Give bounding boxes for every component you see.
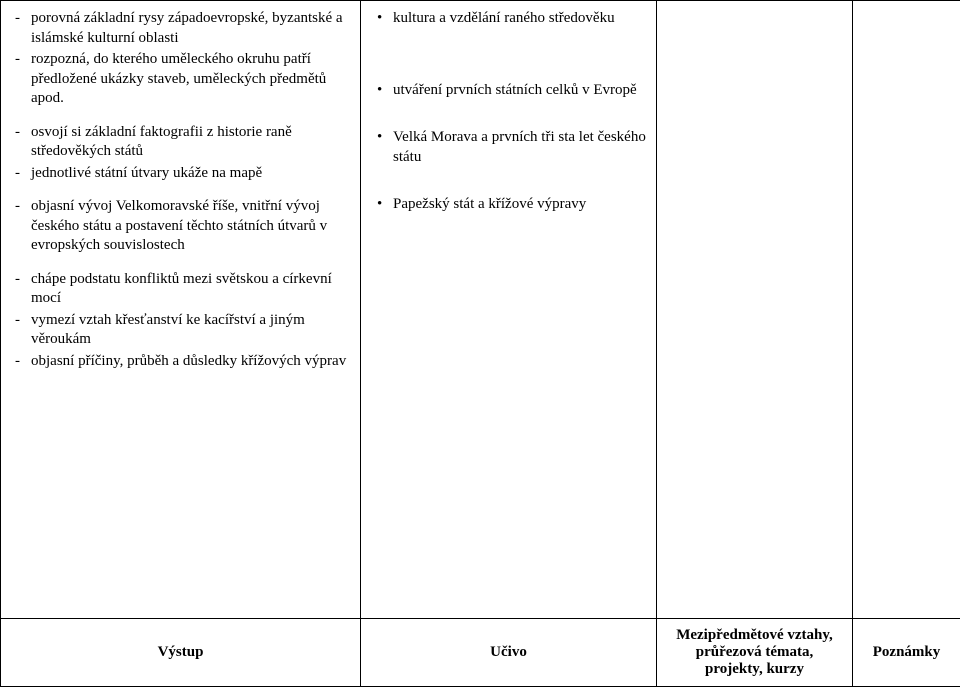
topic-block-1: kultura a vzdělání raného středověku [371, 9, 646, 29]
topic-item: kultura a vzdělání raného středověku [371, 9, 646, 29]
curriculum-table: porovná základní rysy západoevropské, by… [0, 0, 960, 687]
crosslinks-cell [657, 1, 853, 619]
outcomes-cell: porovná základní rysy západoevropské, by… [1, 1, 361, 619]
topic-item: utváření prvních státních celků v Evropě [371, 81, 646, 101]
topic-block-3: Velká Morava a prvních tři sta let české… [371, 128, 646, 167]
notes-cell [853, 1, 960, 619]
topic-block-4: Papežský stát a křížové výpravy [371, 195, 646, 215]
outcome-item: chápe podstatu konfliktů mezi světskou a… [11, 270, 350, 309]
outcome-item: porovná základní rysy západoevropské, by… [11, 9, 350, 48]
topic-block-2: utváření prvních státních celků v Evropě [371, 81, 646, 101]
outcome-item: jednotlivé státní útvary ukáže na mapě [11, 164, 350, 184]
header-topics: Učivo [361, 619, 657, 687]
topic-item: Velká Morava a prvních tři sta let české… [371, 128, 646, 167]
outcome-item: objasní příčiny, průběh a důsledky křížo… [11, 352, 350, 372]
outcome-item: vymezí vztah křesťanství ke kacířství a … [11, 311, 350, 350]
outcome-item: objasní vývoj Velkomoravské říše, vnitřn… [11, 197, 350, 256]
outcome-item: osvojí si základní faktografii z histori… [11, 123, 350, 162]
outcome-group-3: objasní vývoj Velkomoravské říše, vnitřn… [11, 197, 350, 256]
outcome-group-2: osvojí si základní faktografii z histori… [11, 123, 350, 184]
topic-item: Papežský stát a křížové výpravy [371, 195, 646, 215]
header-crosslinks: Mezipředmětové vztahy, průřezová témata,… [657, 619, 853, 687]
header-row: Výstup Učivo Mezipředmětové vztahy, průř… [1, 619, 960, 687]
content-row: porovná základní rysy západoevropské, by… [1, 1, 960, 619]
header-notes: Poznámky [853, 619, 960, 687]
outcome-item: rozpozná, do kterého uměleckého okruhu p… [11, 50, 350, 109]
outcome-group-1: porovná základní rysy západoevropské, by… [11, 9, 350, 109]
topics-cell: kultura a vzdělání raného středověku utv… [361, 1, 657, 619]
header-outcomes: Výstup [1, 619, 361, 687]
outcome-group-4: chápe podstatu konfliktů mezi světskou a… [11, 270, 350, 372]
